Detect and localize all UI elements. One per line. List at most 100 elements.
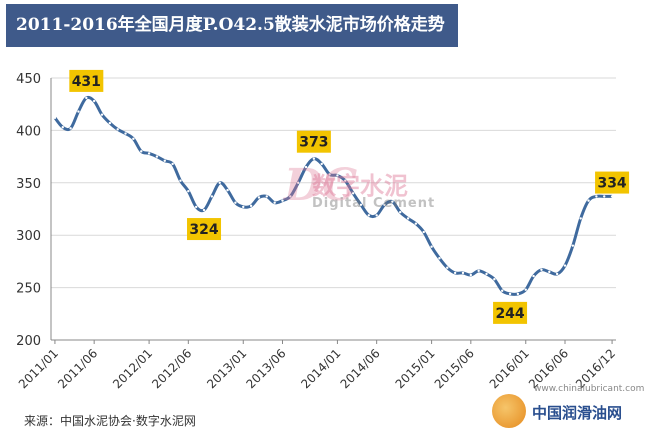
y-tick-label: 450 xyxy=(16,72,41,87)
data-label: 334 xyxy=(597,176,626,192)
logo-name: 中国润滑油网 xyxy=(532,404,623,422)
data-point xyxy=(85,96,88,100)
data-point xyxy=(399,210,402,214)
data-point xyxy=(501,289,504,292)
annotation-431: 431 xyxy=(69,69,104,92)
x-tick-label: 2015/01 xyxy=(393,346,438,391)
annotation-244: 244 xyxy=(493,301,528,324)
data-point xyxy=(453,271,457,275)
data-point xyxy=(226,188,229,192)
annotation-box xyxy=(69,69,104,92)
data-point xyxy=(508,292,512,296)
data-point xyxy=(242,205,245,209)
data-point xyxy=(493,278,496,281)
data-point xyxy=(328,173,331,176)
data-point xyxy=(92,99,96,103)
data-point xyxy=(108,121,112,125)
annotation-box xyxy=(187,218,222,241)
y-tick-label: 350 xyxy=(16,177,41,192)
annotation-box xyxy=(493,301,528,324)
data-point xyxy=(414,222,418,225)
annotation-334: 334 xyxy=(595,171,630,194)
data-point xyxy=(69,127,72,130)
data-point xyxy=(140,150,143,153)
data-point xyxy=(469,273,473,277)
data-point xyxy=(257,196,261,199)
x-tick-label: 2013/06 xyxy=(243,346,288,391)
grid-lines xyxy=(50,77,616,341)
data-point xyxy=(124,132,127,135)
y-tick-label: 200 xyxy=(16,334,41,349)
data-point xyxy=(155,155,159,158)
data-point xyxy=(202,208,206,212)
y-tick-label: 250 xyxy=(16,282,41,297)
data-point xyxy=(367,214,371,217)
watermark-en-text: Digital Cement xyxy=(312,196,436,211)
annotation-box xyxy=(595,171,630,194)
site-logo[interactable]: www.chinalubricant.com 中国润滑油网 xyxy=(492,382,652,440)
data-label: 431 xyxy=(72,74,101,90)
data-point xyxy=(438,257,441,260)
data-point xyxy=(391,200,394,203)
data-point xyxy=(163,159,166,162)
x-tick-label: 2011/06 xyxy=(55,346,100,391)
data-point xyxy=(532,274,535,278)
data-point xyxy=(422,230,425,234)
annotation-box xyxy=(296,130,331,153)
logo-icon xyxy=(492,394,526,428)
data-point xyxy=(344,179,347,182)
data-point xyxy=(273,201,276,204)
data-point xyxy=(446,266,449,269)
data-point xyxy=(548,270,551,274)
y-tick-label: 300 xyxy=(16,229,41,244)
source-note: 来源：中国水泥协会·数字水泥网 xyxy=(24,414,196,428)
data-point xyxy=(312,157,316,160)
data-point xyxy=(265,195,268,198)
data-point xyxy=(61,126,64,129)
data-point xyxy=(595,195,598,198)
data-point xyxy=(610,195,614,198)
data-point xyxy=(53,116,57,120)
watermark-logo: DC xyxy=(284,160,358,211)
data-label: 244 xyxy=(495,306,524,322)
data-point xyxy=(116,128,119,131)
data-point xyxy=(555,272,559,276)
x-tick-label: 2012/01 xyxy=(110,346,155,391)
data-point xyxy=(210,195,214,198)
data-point xyxy=(603,195,606,198)
data-label: 373 xyxy=(299,135,328,151)
data-point xyxy=(296,181,300,184)
data-point xyxy=(477,269,480,273)
annotation-373: 373 xyxy=(296,130,331,153)
data-point xyxy=(336,174,339,177)
x-tick-label: 2014/01 xyxy=(298,346,343,391)
chart-title: 2011-2016年全国月度P.O42.5散装水泥市场价格走势 xyxy=(6,4,458,47)
data-point xyxy=(461,271,465,275)
x-tick-label: 2014/06 xyxy=(338,346,383,391)
data-point xyxy=(187,189,190,193)
x-tick-label: 2015/06 xyxy=(432,346,477,391)
data-point xyxy=(281,199,284,202)
data-point xyxy=(218,181,221,184)
data-point xyxy=(540,268,543,271)
logo-url: www.chinalubricant.com xyxy=(534,384,645,394)
data-point xyxy=(406,217,410,220)
data-point xyxy=(132,137,135,140)
series-points xyxy=(53,96,614,296)
data-label: 324 xyxy=(189,222,218,238)
data-point xyxy=(304,165,308,169)
watermark-cn-text: 数字水泥 xyxy=(312,171,408,200)
data-point xyxy=(100,113,104,116)
data-point xyxy=(249,204,253,208)
data-point xyxy=(147,152,151,155)
annotation-324: 324 xyxy=(187,218,222,241)
data-point xyxy=(234,201,237,204)
x-tick-label: 2011/01 xyxy=(16,346,61,391)
x-tick-label: 2013/01 xyxy=(204,346,249,391)
data-point xyxy=(587,199,590,202)
annotations: 431 324 373 244 334 xyxy=(69,69,630,324)
data-point xyxy=(351,192,355,195)
data-point xyxy=(430,245,433,248)
data-point xyxy=(171,162,174,166)
